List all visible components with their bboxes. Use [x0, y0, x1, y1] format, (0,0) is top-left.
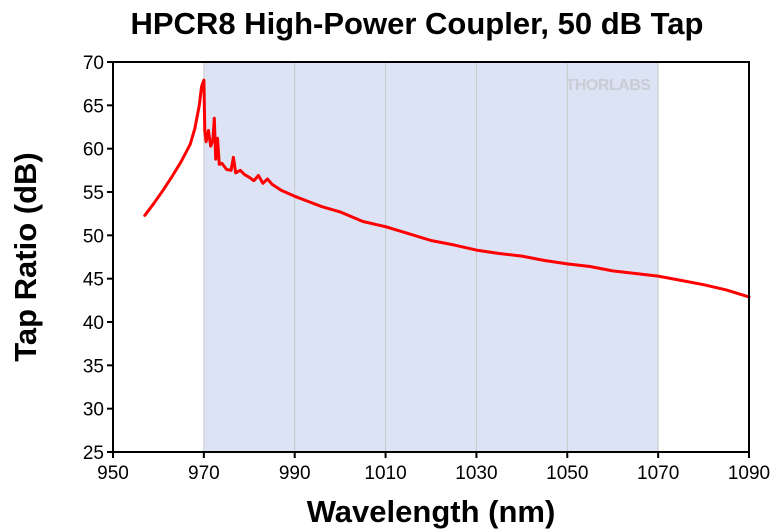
x-tick-label: 970	[188, 463, 220, 484]
y-tick-label: 45	[83, 270, 104, 291]
y-tick-label: 50	[83, 226, 104, 247]
y-tick-label: 30	[83, 400, 104, 421]
shaded-wavelength-band	[203, 62, 659, 452]
plot-frame	[112, 61, 750, 453]
x-tick-label: 1010	[364, 463, 406, 484]
x-tick-label: 990	[279, 463, 311, 484]
x-tick-label: 1050	[546, 463, 588, 484]
y-tick-label: 35	[83, 356, 104, 377]
y-tick-label: 65	[83, 96, 104, 117]
thorlabs-watermark: THORLABS	[566, 77, 652, 94]
axis-ticks: 950 970 990 1010 1030 1050 1070 1090 25 30 35 40 45 5…	[83, 53, 770, 484]
y-tick-label: 55	[83, 183, 104, 204]
x-tick-label: 1090	[728, 463, 770, 484]
chart-title: HPCR8 High-Power Coupler, 50 dB Tap	[130, 6, 703, 41]
x-tick-label: 1030	[455, 463, 497, 484]
tap-ratio-series-line	[143, 78, 751, 299]
y-tick-label: 70	[83, 53, 104, 74]
x-axis-title: Wavelength (nm)	[307, 494, 556, 529]
x-tick-label: 1070	[637, 463, 679, 484]
y-axis-title: Tap Ratio (dB)	[8, 152, 43, 362]
y-tick-label: 40	[83, 313, 104, 334]
y-tick-label: 25	[83, 443, 104, 464]
x-tick-label: 950	[97, 463, 129, 484]
y-tick-label: 60	[83, 140, 104, 161]
